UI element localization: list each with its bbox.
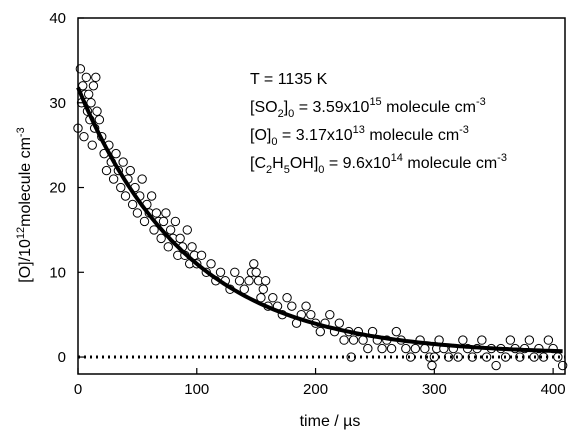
data-point [269,294,277,302]
x-axis-title: time / µs [300,413,361,430]
data-point [250,260,258,268]
data-point [231,268,239,276]
data-point [216,268,224,276]
data-point [140,217,148,225]
data-point [252,268,260,276]
y-axis-title: [O]/1012molecule cm-3 [15,127,34,282]
data-point [302,302,310,310]
data-point [95,116,103,124]
data-point [288,302,296,310]
data-point [119,158,127,166]
data-point [235,277,243,285]
data-point [411,344,419,352]
data-point [166,226,174,234]
x-tick-label: 300 [422,381,447,398]
data-point [283,294,291,302]
annotation-o: [O]0 = 3.17x1013 molecule cm-3 [250,124,469,148]
data-point [340,336,348,344]
data-point [387,344,395,352]
data-point [121,192,129,200]
data-point [188,243,196,251]
data-point [207,260,215,268]
y-tick-label: 30 [49,95,66,112]
data-point [102,166,110,174]
x-tick-label: 200 [303,381,328,398]
annotation-so2: [SO2]0 = 3.59x1015 molecule cm-3 [250,96,486,120]
data-point [92,73,100,81]
data-point [159,217,167,225]
data-point [84,90,92,98]
data-point [183,226,191,234]
x-axis-ticks: 0 100 200 300 400 [74,368,566,398]
data-point [402,344,410,352]
annotation-temperature: T = 1135 K [250,71,328,88]
y-tick-label: 10 [49,264,66,281]
y-tick-label: 40 [49,10,66,27]
data-point [454,353,462,361]
data-point [378,344,386,352]
x-tick-label: 100 [184,381,209,398]
data-point [335,319,343,327]
y-tick-label: 20 [49,180,66,197]
data-point [364,344,372,352]
data-point [259,285,267,293]
data-point [126,166,134,174]
y-tick-label: 0 [58,349,66,366]
data-point [307,310,315,318]
data-point [544,336,552,344]
data-point [82,73,90,81]
data-point [147,192,155,200]
data-point [506,336,514,344]
data-point [171,217,179,225]
data-point [133,209,141,217]
data-point [261,277,269,285]
data-point [138,175,146,183]
x-tick-label: 400 [541,381,566,398]
data-point [349,336,357,344]
data-point [197,251,205,259]
data-point [421,344,429,352]
data-point [162,209,170,217]
data-point [316,327,324,335]
data-point [87,99,95,107]
data-point [459,336,467,344]
data-point [164,243,172,251]
data-point [430,353,438,361]
annotation-block: T = 1135 K [SO2]0 = 3.59x1015 molecule c… [250,71,507,176]
data-point [152,209,160,217]
data-point [478,336,486,344]
data-point [554,353,562,361]
y-axis-ticks: 0 10 20 30 40 [49,10,84,366]
data-point [117,183,125,191]
data-point [80,132,88,140]
data-point [359,336,367,344]
data-point [525,336,533,344]
annotation-c2h5oh: [C2H5OH]0 = 9.6x1014 molecule cm-3 [250,152,507,176]
data-point [392,327,400,335]
data-point [93,107,101,115]
data-point [89,82,97,90]
data-point [109,175,117,183]
data-point [157,234,165,242]
data-point [245,277,253,285]
data-point [406,353,414,361]
data-point [88,141,96,149]
x-tick-label: 0 [74,381,82,398]
data-point [128,200,136,208]
data-point [176,234,184,242]
data-point [492,361,500,369]
data-point [326,310,334,318]
